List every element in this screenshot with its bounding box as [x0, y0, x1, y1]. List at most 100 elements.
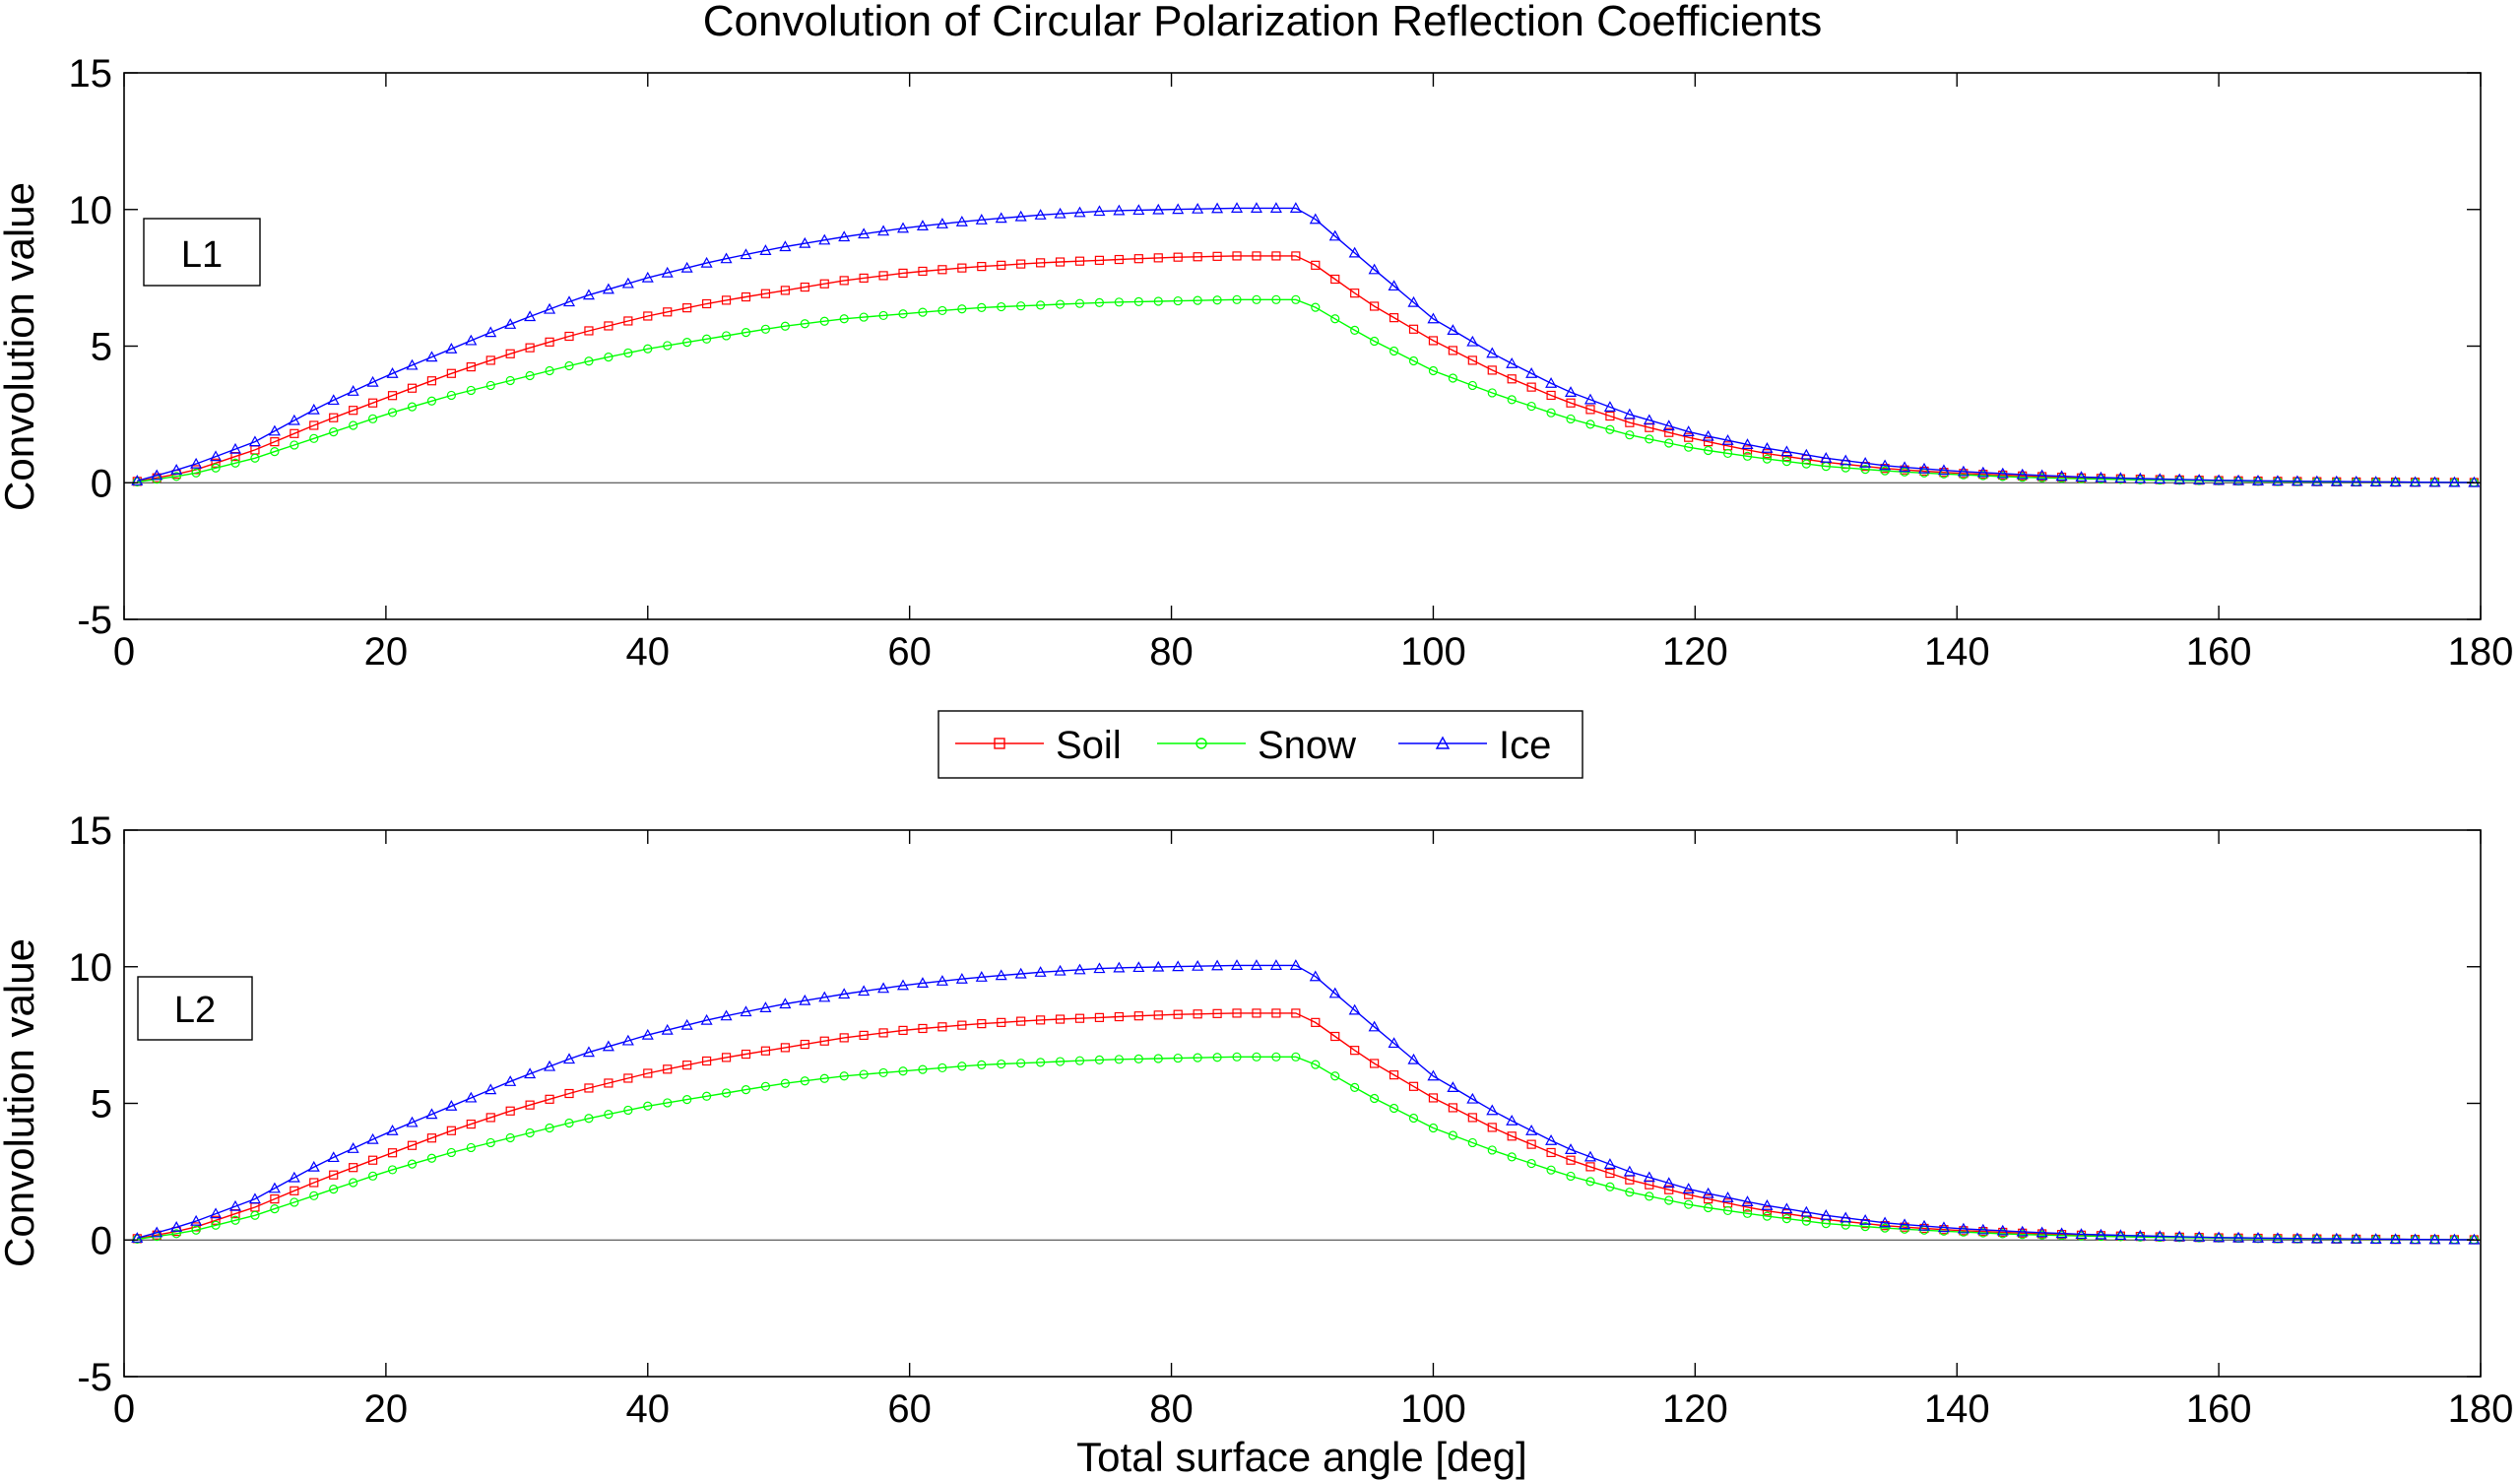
point-l2-snow-71 [1526, 1158, 1536, 1169]
point-l2-ice-15 [425, 1108, 438, 1120]
point-l2-snow-46 [1036, 1058, 1046, 1067]
point-l2-ice-10 [327, 1151, 340, 1163]
point-l1-soil-45 [1016, 259, 1026, 269]
point-l2-soil-48 [1074, 1013, 1085, 1023]
point-l2-ice-116 [2409, 1233, 2422, 1245]
point-l2-soil-51 [1133, 1011, 1143, 1021]
point-l2-snow-87 [1841, 1220, 1850, 1230]
point-l1-soil-83 [1762, 449, 1773, 459]
point-l1-ice-13 [386, 367, 399, 378]
point-l2-snow-8 [290, 1197, 299, 1207]
point-l2-snow-57 [1252, 1052, 1261, 1062]
point-l1-soil-41 [937, 265, 947, 275]
point-l1-snow-89 [1880, 466, 1890, 476]
point-l2-soil-23 [584, 1083, 594, 1093]
point-l1-snow-63 [1370, 336, 1380, 347]
point-l2-ice-113 [2350, 1232, 2362, 1244]
point-l1-snow-26 [643, 344, 653, 354]
point-l2-soil-24 [604, 1078, 614, 1088]
point-l2-soil-42 [957, 1020, 967, 1030]
point-l2-ice-60 [1309, 970, 1322, 982]
point-l1-soil-48 [1074, 256, 1085, 266]
point-l2-ice-104 [2173, 1230, 2186, 1242]
point-l1-soil-54 [1193, 252, 1202, 262]
point-l2-snow-51 [1133, 1054, 1143, 1064]
point-l2-snow-66 [1428, 1123, 1439, 1133]
point-l1-soil-84 [1781, 452, 1791, 462]
point-l2-ice-79 [1682, 1183, 1695, 1193]
point-l2-soil-10 [329, 1170, 339, 1180]
point-l1-soil-75 [1605, 411, 1615, 421]
point-l1-soil-51 [1133, 254, 1143, 264]
point-l2-ice-46 [1034, 966, 1047, 977]
point-l2-snow-58 [1271, 1052, 1281, 1062]
point-l2-snow-68 [1467, 1137, 1477, 1148]
point-l2-snow-89 [1880, 1223, 1890, 1233]
point-l1-ice-27 [661, 266, 674, 278]
point-l2-snow-44 [997, 1059, 1006, 1069]
point-l2-soil-30 [721, 1053, 732, 1062]
point-l1-snow-5 [230, 458, 240, 468]
point-l2-snow-42 [957, 1062, 967, 1071]
point-l1-ice-108 [2251, 475, 2265, 485]
x-tick-label-l2-0: 0 [113, 1387, 135, 1431]
point-l1-snow-87 [1841, 463, 1850, 473]
point-l2-ice-58 [1269, 959, 1282, 970]
point-l1-snow-60 [1311, 302, 1321, 312]
point-l1-ice-65 [1407, 295, 1420, 307]
point-l2-ice-119 [2468, 1233, 2481, 1245]
legend-soil-marker [994, 738, 1005, 749]
x-tick-label-l1-20: 20 [364, 630, 409, 674]
point-l1-soil-55 [1212, 251, 1222, 261]
point-l1-snow-65 [1408, 355, 1419, 366]
point-l1-snow-38 [878, 310, 888, 321]
point-l1-ice-25 [621, 277, 634, 289]
point-l1-snow-84 [1781, 457, 1791, 467]
point-l2-snow-74 [1585, 1177, 1595, 1187]
point-l1-ice-28 [680, 261, 693, 273]
x-tick-label-l1-180: 180 [2448, 630, 2514, 674]
point-l1-snow-33 [780, 321, 790, 331]
point-l1-ice-22 [562, 295, 576, 307]
point-l2-ice-78 [1662, 1177, 1675, 1189]
point-l2-soil-67 [1448, 1103, 1457, 1113]
point-l1-snow-16 [446, 390, 456, 401]
point-l1-ice-70 [1506, 357, 1518, 368]
point-l1-ice-30 [720, 252, 733, 264]
point-l2-ice-77 [1643, 1171, 1655, 1183]
point-l2-snow-82 [1742, 1208, 1753, 1218]
point-l1-ice-9 [307, 403, 320, 415]
point-l2-ice-9 [307, 1160, 320, 1172]
point-l2-snow-34 [800, 1076, 809, 1086]
point-l1-ice-55 [1211, 202, 1224, 214]
point-l1-ice-102 [2134, 472, 2147, 483]
point-l2-soil-58 [1271, 1008, 1281, 1018]
point-l1-snow-39 [898, 309, 908, 319]
point-l1-snow-43 [977, 302, 987, 312]
point-l1-soil-37 [859, 273, 869, 284]
point-l1-snow-12 [367, 414, 378, 423]
point-l2-snow-15 [426, 1153, 437, 1163]
point-l1-ice-84 [1780, 445, 1793, 457]
point-l2-ice-29 [700, 1013, 713, 1025]
point-l1-soil-8 [290, 428, 299, 438]
legend-entry-soil: Soil [955, 724, 1122, 767]
point-l1-snow-30 [721, 331, 732, 341]
y-tick-label-l2-10: 10 [69, 946, 113, 990]
point-l2-ice-99 [2075, 1228, 2088, 1240]
point-l1-ice-74 [1583, 393, 1596, 405]
point-l2-ice-32 [759, 1001, 772, 1012]
point-l1-snow-3 [191, 468, 201, 478]
point-l1-snow-21 [545, 365, 554, 376]
point-l1-ice-45 [1014, 210, 1027, 222]
panel-tag-box-l1 [143, 218, 261, 287]
point-l2-ice-38 [877, 982, 890, 994]
point-l2-ice-13 [386, 1125, 399, 1135]
point-l1-snow-7 [270, 447, 280, 457]
point-l2-soil-28 [682, 1061, 692, 1070]
point-l2-ice-65 [1407, 1053, 1420, 1064]
point-l1-soil-10 [329, 413, 339, 422]
point-l2-snow-78 [1664, 1195, 1674, 1205]
point-l1-ice-12 [366, 375, 379, 387]
